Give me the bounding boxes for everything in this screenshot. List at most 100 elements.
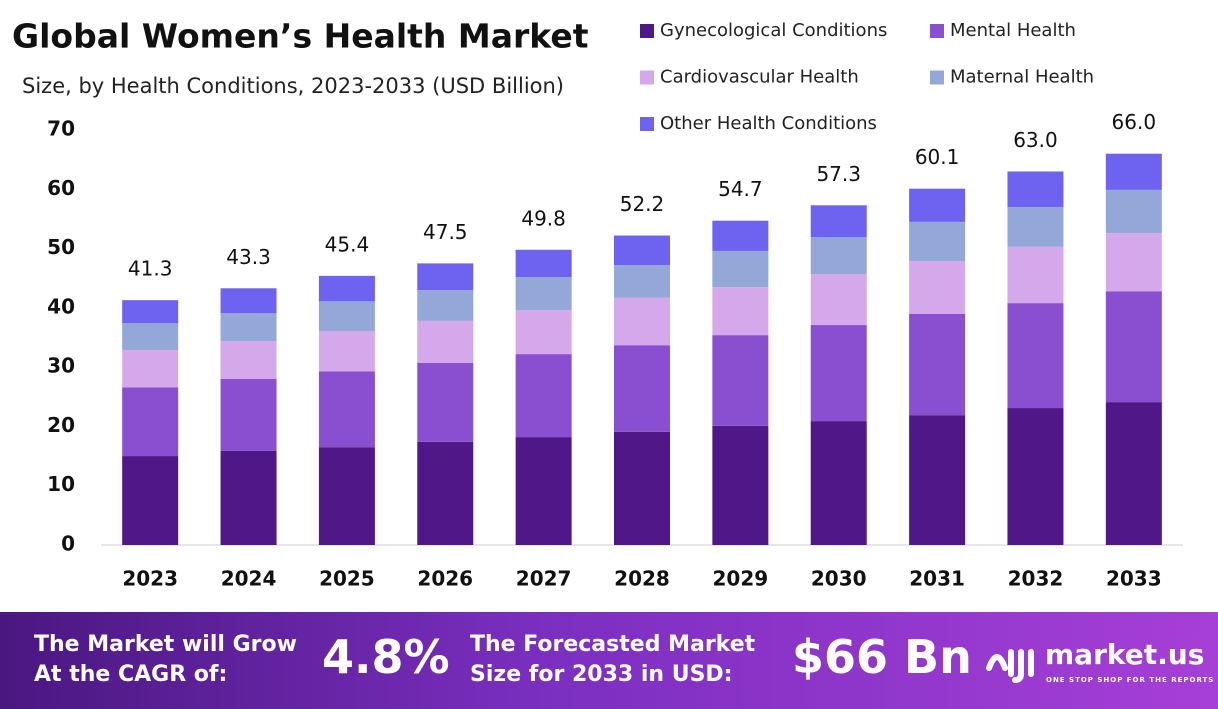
bar-segment — [909, 221, 966, 262]
bar-segment — [1105, 233, 1162, 292]
bar-segment — [614, 297, 670, 346]
forecast-value: $66 Bn — [792, 630, 972, 684]
total-label: 60.1 — [915, 145, 960, 169]
bar-segment — [909, 313, 966, 416]
y-tick-label: 10 — [47, 472, 75, 496]
bar-segment — [712, 220, 769, 251]
x-tick-label: 2032 — [1008, 567, 1064, 591]
bar-segment — [712, 250, 769, 288]
bar-segment — [515, 249, 572, 278]
bar-segment — [122, 349, 179, 388]
chart-title: Global Women’s Health Market — [12, 17, 589, 56]
bar-segment — [220, 379, 277, 451]
bar-segment — [614, 265, 670, 298]
brand-tagline: ONE STOP SHOP FOR THE REPORTS — [1046, 676, 1215, 684]
bar-segment — [122, 300, 179, 324]
total-label: 63.0 — [1013, 128, 1058, 152]
bar-segment — [810, 274, 867, 326]
x-tick-label: 2029 — [713, 567, 769, 591]
legend-label: Other Health Conditions — [660, 113, 877, 134]
x-tick-label: 2023 — [122, 567, 178, 591]
bar-segment — [909, 415, 966, 545]
total-label: 41.3 — [128, 257, 173, 281]
bar-segment — [1105, 189, 1162, 234]
bar-segment — [909, 261, 966, 314]
bar-segment — [220, 313, 277, 342]
y-tick-label: 70 — [47, 117, 75, 141]
total-label: 47.5 — [423, 220, 468, 244]
cagr-value: 4.8% — [322, 630, 450, 684]
legend-label: Cardiovascular Health — [660, 67, 859, 88]
bar-segment — [614, 235, 670, 266]
bar-segment — [122, 456, 179, 545]
footer-banner: The Market will Grow At the CAGR of: 4.8%… — [0, 612, 1218, 709]
x-tick-label: 2031 — [909, 567, 965, 591]
forecast-text: The Forecasted Market Size for 2033 in US… — [470, 632, 756, 687]
bar-segment — [220, 450, 277, 545]
bar-segment — [909, 188, 966, 222]
bar-segment — [515, 310, 572, 355]
x-tick-label: 2033 — [1106, 567, 1162, 591]
bar-segment — [712, 287, 769, 336]
x-tick-label: 2030 — [811, 567, 867, 591]
bar-segment — [1105, 291, 1162, 403]
bar-segment — [810, 237, 867, 275]
total-label: 52.2 — [620, 192, 665, 216]
y-tick-label: 0 — [61, 532, 75, 556]
bar-segment — [417, 441, 474, 545]
bar-segment — [1007, 303, 1064, 409]
legend-label: Gynecological Conditions — [660, 20, 887, 41]
bar-segment — [515, 354, 572, 438]
bar-segment — [1007, 171, 1064, 208]
legend-swatch — [640, 70, 654, 85]
bar-segment — [712, 425, 769, 545]
y-tick-label: 60 — [47, 176, 75, 200]
bar-segment — [122, 387, 179, 457]
y-tick-label: 20 — [47, 413, 75, 437]
bar-segment — [810, 421, 867, 545]
bar-segment — [1007, 246, 1064, 304]
brand-name: market.us — [1045, 638, 1205, 671]
brand-logo — [986, 649, 1034, 683]
bar-segment — [318, 275, 375, 302]
total-label: 66.0 — [1112, 110, 1157, 134]
x-tick-label: 2027 — [516, 567, 572, 591]
bar-segment — [712, 335, 769, 426]
bar-segment — [614, 431, 670, 545]
bar-segment — [220, 341, 277, 379]
bar-segment — [318, 301, 375, 331]
bar-segment — [417, 263, 474, 291]
x-tick-label: 2025 — [319, 567, 375, 591]
bar-segment — [417, 320, 474, 363]
chart-subtitle: Size, by Health Conditions, 2023-2033 (U… — [22, 74, 564, 98]
bar-segment — [318, 447, 375, 545]
legend-swatch — [930, 70, 944, 85]
legend-label: Mental Health — [950, 20, 1076, 41]
bar-segment — [614, 345, 670, 432]
bar-segment — [1105, 153, 1162, 190]
bar-segment — [515, 437, 572, 545]
legend-swatch — [640, 24, 654, 38]
total-label: 54.7 — [718, 177, 763, 201]
y-tick-label: 50 — [47, 235, 75, 259]
total-label: 43.3 — [226, 245, 271, 269]
total-label: 57.3 — [816, 162, 861, 186]
bar-segment — [1007, 408, 1064, 545]
x-tick-label: 2026 — [417, 567, 473, 591]
bar-segment — [1007, 207, 1064, 247]
bar-segment — [1105, 402, 1162, 545]
legend-label: Maternal Health — [950, 67, 1094, 88]
bar-segment — [122, 323, 179, 350]
bar-segment — [417, 362, 474, 442]
bar-segment — [515, 277, 572, 311]
x-tick-label: 2028 — [614, 567, 670, 591]
bar-segment — [220, 288, 277, 314]
legend-swatch — [640, 117, 654, 131]
legend-swatch — [930, 24, 944, 38]
bar-segment — [318, 330, 375, 372]
x-tick-label: 2024 — [221, 567, 277, 591]
bar-segment — [318, 371, 375, 448]
total-label: 45.4 — [325, 232, 370, 256]
bar-segment — [810, 325, 867, 422]
